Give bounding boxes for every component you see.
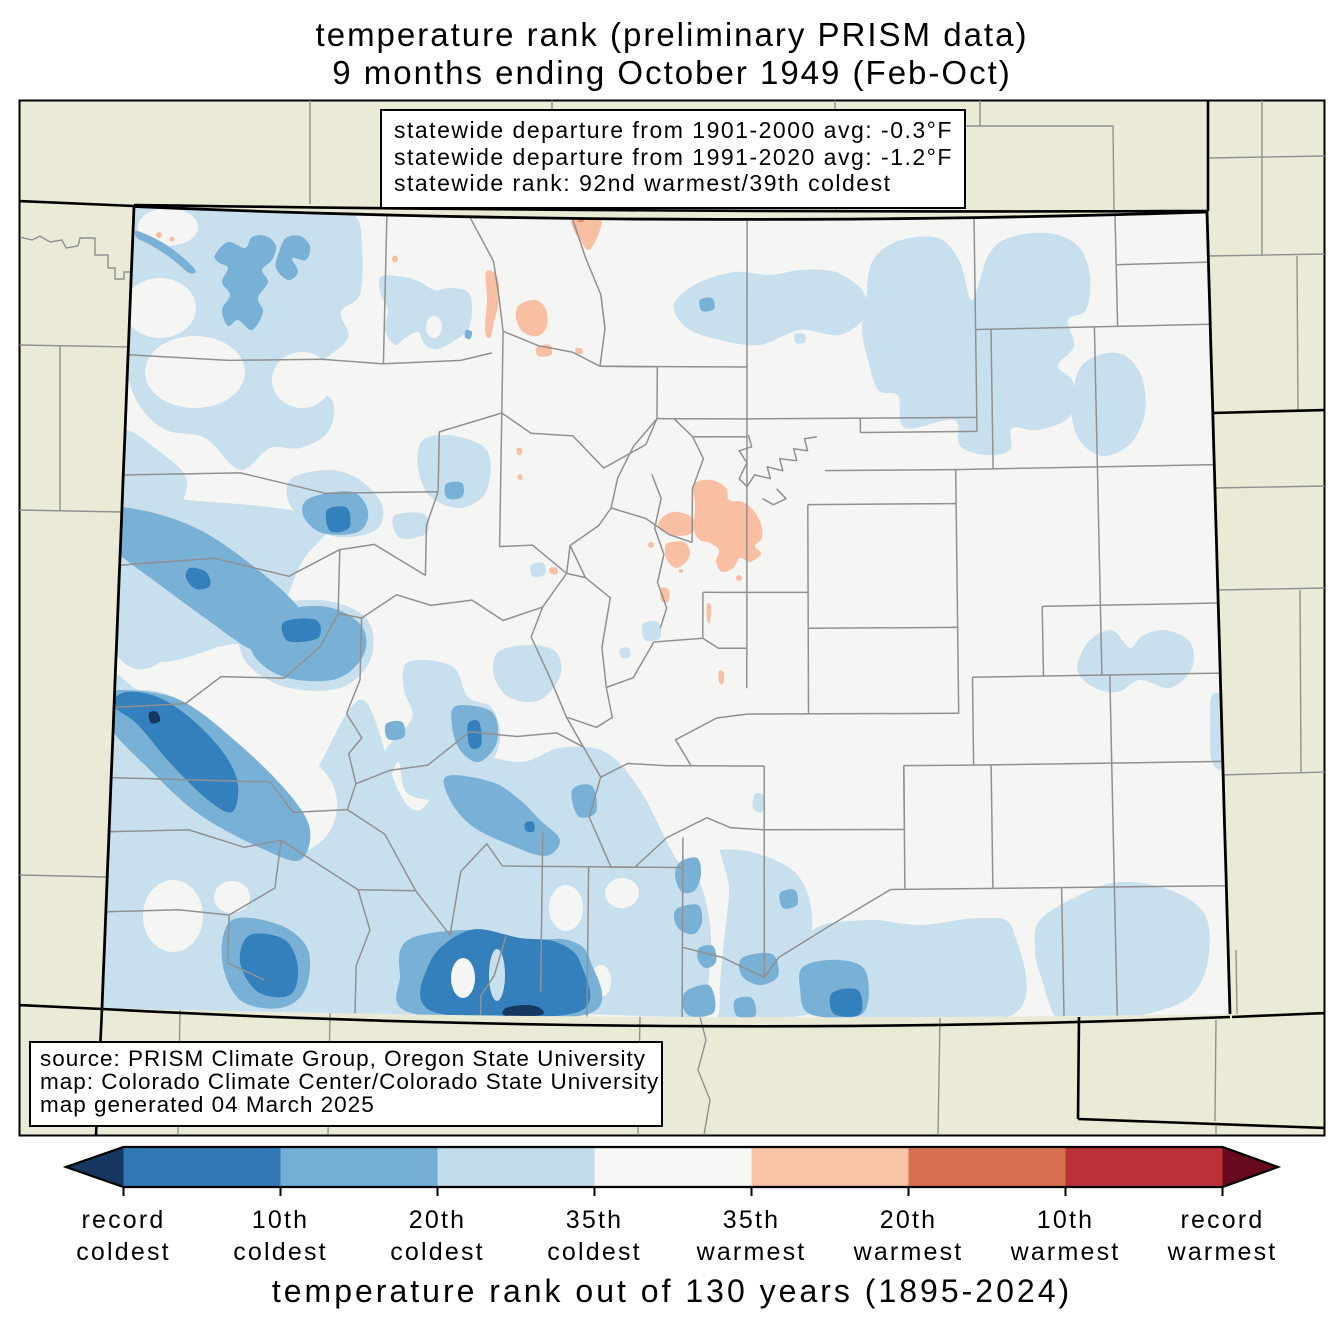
svg-text:map generated 04 March 2025: map generated 04 March 2025 <box>40 1092 375 1117</box>
svg-text:10th: 10th <box>1037 1206 1094 1234</box>
svg-text:statewide departure from 1991-: statewide departure from 1991-2020 avg: … <box>394 144 953 170</box>
svg-text:warmest: warmest <box>696 1238 807 1266</box>
svg-text:9 months ending October 1949 (: 9 months ending October 1949 (Feb-Oct) <box>332 54 1011 91</box>
svg-text:coldest: coldest <box>547 1238 642 1266</box>
svg-text:warmest: warmest <box>1010 1238 1121 1266</box>
svg-text:record: record <box>81 1206 165 1234</box>
svg-text:map: Colorado Climate Center/C: map: Colorado Climate Center/Colorado St… <box>40 1069 659 1094</box>
svg-text:35th: 35th <box>723 1206 780 1234</box>
svg-text:warmest: warmest <box>853 1238 964 1266</box>
svg-text:statewide rank: 92nd warmest/3: statewide rank: 92nd warmest/39th coldes… <box>394 170 891 196</box>
svg-text:record: record <box>1180 1206 1264 1234</box>
svg-text:coldest: coldest <box>233 1238 328 1266</box>
svg-text:source: PRISM Climate Group, O: source: PRISM Climate Group, Oregon Stat… <box>40 1046 646 1071</box>
svg-text:warmest: warmest <box>1167 1238 1278 1266</box>
svg-text:10th: 10th <box>252 1206 309 1234</box>
svg-text:coldest: coldest <box>76 1238 171 1266</box>
svg-text:statewide departure from 1901-: statewide departure from 1901-2000 avg: … <box>394 117 953 143</box>
svg-text:coldest: coldest <box>390 1238 485 1266</box>
svg-text:20th: 20th <box>880 1206 937 1234</box>
svg-text:20th: 20th <box>409 1206 466 1234</box>
svg-text:temperature rank (preliminary: temperature rank (preliminary PRISM data… <box>316 16 1029 53</box>
svg-text:temperature rank out of 130 ye: temperature rank out of 130 years (1895-… <box>272 1273 1072 1309</box>
svg-text:35th: 35th <box>566 1206 623 1234</box>
